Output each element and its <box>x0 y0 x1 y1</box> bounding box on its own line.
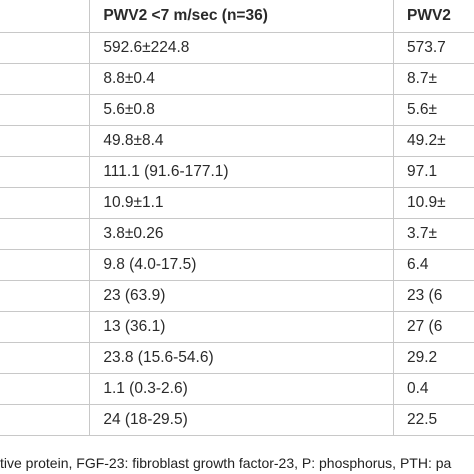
row-label-cell <box>0 373 91 405</box>
pwv-other-cell: 49.2± <box>393 125 474 157</box>
table-row: 13 (36.1) 27 (6 <box>0 311 474 343</box>
row-label-cell <box>0 125 91 157</box>
row-label-cell <box>0 32 91 64</box>
table-footnote: tive protein, FGF-23: fibroblast growth … <box>0 455 452 471</box>
pwv-other-cell: 22.5 <box>393 404 474 436</box>
pwv-other-cell: 29.2 <box>393 342 474 374</box>
pwv-below-7-cell: 13 (36.1) <box>89 311 394 343</box>
table-row: 23.8 (15.6-54.6) 29.2 <box>0 342 474 374</box>
header-cell-label <box>0 0 91 33</box>
row-label-cell <box>0 249 91 281</box>
pwv-below-7-cell: 3.8±0.26 <box>89 218 394 250</box>
row-label-cell <box>0 94 91 126</box>
pwv-other-cell: 573.7 <box>393 32 474 64</box>
row-label-cell <box>0 63 91 95</box>
pwv-below-7-cell: 5.6±0.8 <box>89 94 394 126</box>
table-row: 5.6±0.8 5.6± <box>0 94 474 126</box>
table-row: 1.1 (0.3-2.6) 0.4 <box>0 373 474 405</box>
pwv-below-7-cell: 1.1 (0.3-2.6) <box>89 373 394 405</box>
pwv-other-cell: 23 (6 <box>393 280 474 312</box>
table-row: 23 (63.9) 23 (6 <box>0 280 474 312</box>
pwv-other-cell: 6.4 <box>393 249 474 281</box>
pwv-other-cell: 97.1 <box>393 156 474 188</box>
row-label-cell <box>0 280 91 312</box>
pwv-other-cell: 8.7± <box>393 63 474 95</box>
table-row: 3.8±0.26 3.7± <box>0 218 474 250</box>
table-row: 49.8±8.4 49.2± <box>0 125 474 157</box>
pwv-below-7-cell: 24 (18-29.5) <box>89 404 394 436</box>
table-header-row: PWV2 <7 m/sec (n=36) PWV2 <box>0 0 474 33</box>
row-label-cell <box>0 187 91 219</box>
row-label-cell <box>0 311 91 343</box>
pwv-below-7-cell: 49.8±8.4 <box>89 125 394 157</box>
pwv-below-7-cell: 9.8 (4.0-17.5) <box>89 249 394 281</box>
row-label-cell <box>0 156 91 188</box>
pwv-other-cell: 0.4 <box>393 373 474 405</box>
header-cell-pwv-below-7: PWV2 <7 m/sec (n=36) <box>89 0 394 33</box>
pwv-below-7-cell: 8.8±0.4 <box>89 63 394 95</box>
pwv-other-cell: 3.7± <box>393 218 474 250</box>
data-table: PWV2 <7 m/sec (n=36) PWV2 592.6±224.8 573… <box>0 0 474 436</box>
table-row: 111.1 (91.6-177.1) 97.1 <box>0 156 474 188</box>
table-row: 9.8 (4.0-17.5) 6.4 <box>0 249 474 281</box>
row-label-cell <box>0 342 91 374</box>
table-body: 592.6±224.8 573.7 8.8±0.4 8.7± 5.6±0.8 5.6± 49… <box>0 32 474 436</box>
table-row: 592.6±224.8 573.7 <box>0 32 474 64</box>
row-label-cell <box>0 218 91 250</box>
pwv-below-7-cell: 10.9±1.1 <box>89 187 394 219</box>
pwv-other-cell: 10.9± <box>393 187 474 219</box>
header-cell-pwv-other: PWV2 <box>393 0 474 33</box>
pwv-below-7-cell: 23.8 (15.6-54.6) <box>89 342 394 374</box>
pwv-below-7-cell: 111.1 (91.6-177.1) <box>89 156 394 188</box>
table-row: 10.9±1.1 10.9± <box>0 187 474 219</box>
table-row: 8.8±0.4 8.7± <box>0 63 474 95</box>
pwv-below-7-cell: 592.6±224.8 <box>89 32 394 64</box>
pwv-below-7-cell: 23 (63.9) <box>89 280 394 312</box>
row-label-cell <box>0 404 91 436</box>
table-row: 24 (18-29.5) 22.5 <box>0 404 474 436</box>
pwv-other-cell: 27 (6 <box>393 311 474 343</box>
pwv-other-cell: 5.6± <box>393 94 474 126</box>
